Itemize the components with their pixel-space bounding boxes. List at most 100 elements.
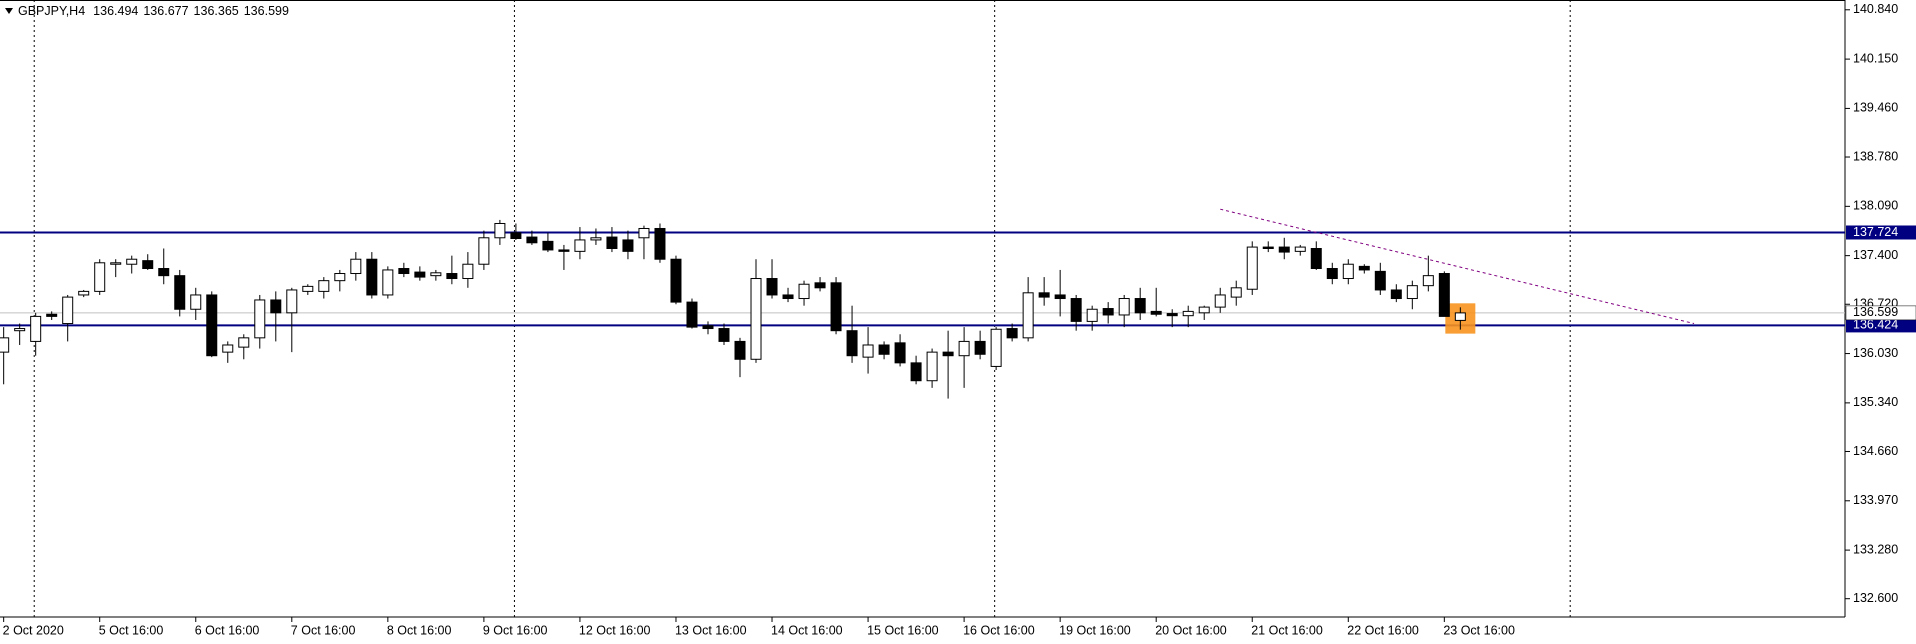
y-tick-label: 133.970: [1853, 493, 1898, 507]
candle-body: [430, 272, 442, 277]
level-label-bg: [1846, 225, 1916, 240]
candle-body: [94, 262, 106, 292]
x-tick-label: 16 Oct 16:00: [963, 623, 1035, 637]
candle-body: [1118, 298, 1130, 316]
candle-body: [766, 278, 778, 296]
candle-body: [318, 280, 330, 292]
symbol: GBPJPY,H4: [18, 4, 85, 18]
close-value: 136.599: [244, 4, 289, 18]
candle-body: [782, 294, 794, 300]
level-label: 137.724: [1853, 225, 1898, 239]
candle-body: [1278, 246, 1290, 253]
candle-body: [174, 275, 186, 310]
candle-body: [894, 342, 906, 364]
candle-body: [798, 283, 810, 300]
collapse-arrow[interactable]: [5, 8, 13, 14]
x-tick-label: 14 Oct 16:00: [771, 623, 843, 637]
candle-body: [606, 236, 618, 250]
candle-body: [286, 289, 298, 314]
x-tick-label: 22 Oct 16:00: [1347, 623, 1419, 637]
candle-body: [1262, 246, 1274, 250]
x-tick-label: 7 Oct 16:00: [291, 623, 356, 637]
candle-body: [1182, 310, 1194, 317]
candle-body: [686, 301, 698, 328]
candle-body: [1198, 306, 1210, 314]
x-tick-label: 2 Oct 2020: [3, 623, 64, 637]
candle-body: [814, 282, 826, 289]
y-tick-label: 135.340: [1853, 395, 1898, 409]
candle-body: [1342, 263, 1354, 280]
x-tick-label: 21 Oct 16:00: [1251, 623, 1323, 637]
candle-body: [1390, 289, 1402, 300]
candle-body: [702, 325, 714, 330]
candle-body: [1006, 328, 1018, 339]
candle-body: [222, 344, 234, 353]
candle-body: [1150, 310, 1162, 315]
candle-body: [846, 330, 858, 357]
y-tick-label: 138.090: [1853, 199, 1898, 213]
candle-body: [1374, 270, 1386, 291]
y-tick-label: 133.280: [1853, 542, 1898, 556]
candle-body: [1326, 268, 1338, 280]
candle-body: [414, 271, 426, 278]
candle-body: [334, 273, 346, 282]
candle-body: [1406, 285, 1418, 300]
candle-body: [238, 337, 250, 348]
candle-body: [718, 328, 730, 342]
level-label: 136.424: [1853, 318, 1898, 332]
y-tick-label: 132.600: [1853, 591, 1898, 605]
y-tick-label: 140.840: [1853, 2, 1898, 16]
open-value: 136.494: [93, 4, 138, 18]
candle-body: [750, 278, 762, 360]
x-tick-label: 9 Oct 16:00: [483, 623, 548, 637]
candle-body: [638, 227, 650, 239]
y-tick-label: 136.030: [1853, 346, 1898, 360]
candle-body: [926, 351, 938, 382]
candle-body: [494, 222, 506, 239]
candle-body: [0, 337, 10, 353]
candle-body: [974, 340, 986, 355]
candle-body: [366, 258, 378, 296]
candle-body: [78, 290, 90, 296]
candle-body: [382, 269, 394, 296]
candle-body: [1358, 265, 1370, 271]
candle-body: [110, 262, 122, 265]
candle-body: [942, 351, 954, 357]
x-tick-label: 15 Oct 16:00: [867, 623, 939, 637]
candle-body: [862, 344, 874, 358]
candle-body: [1086, 308, 1098, 322]
candle-body: [142, 260, 154, 270]
candle-body: [670, 258, 682, 303]
candle-body: [1134, 298, 1146, 314]
candle-body: [1166, 313, 1178, 317]
candle-body: [478, 237, 490, 265]
x-tick-label: 23 Oct 16:00: [1443, 623, 1515, 637]
candle-body: [270, 299, 282, 314]
candle-body: [1070, 298, 1082, 322]
candle-body: [654, 227, 666, 260]
x-tick-label: 8 Oct 16:00: [387, 623, 452, 637]
x-tick-label: 6 Oct 16:00: [195, 623, 260, 637]
x-tick-label: 5 Oct 16:00: [99, 623, 164, 637]
candle-body: [1294, 246, 1306, 252]
y-tick-label: 139.460: [1853, 101, 1898, 115]
candle-body: [1102, 308, 1114, 316]
candle-body: [1438, 273, 1450, 317]
y-tick-label: 138.780: [1853, 149, 1898, 163]
candle-body: [542, 240, 554, 251]
x-tick-label: 13 Oct 16:00: [675, 623, 747, 637]
y-tick-label: 134.660: [1853, 444, 1898, 458]
high-value: 136.677: [143, 4, 188, 18]
candle-body: [830, 282, 842, 332]
y-tick-label: 140.150: [1853, 51, 1898, 65]
candle-body: [14, 328, 26, 332]
low-value: 136.365: [194, 4, 239, 18]
candle-body: [46, 313, 58, 317]
candle-body: [574, 239, 586, 252]
candle-body: [1038, 292, 1050, 298]
candle-body: [1246, 246, 1258, 290]
candle-body: [190, 294, 202, 310]
